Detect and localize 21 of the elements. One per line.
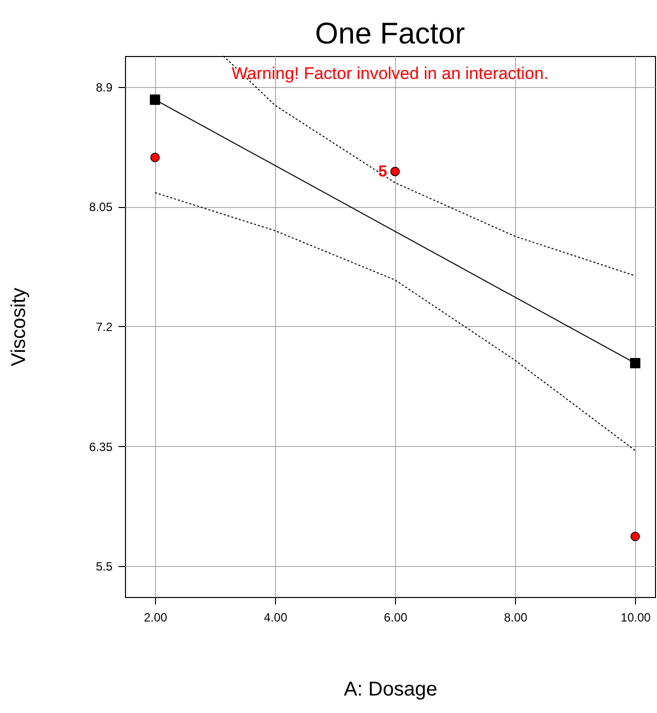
y-tick-label: 5.5 (96, 560, 113, 574)
point (150, 152, 160, 162)
x-tick-label: 10.00 (620, 610, 652, 624)
annotation: 5 (378, 164, 388, 181)
x-tick-label: 2.00 (144, 610, 168, 624)
point (390, 166, 400, 176)
y-tick-label: 8.9 (96, 80, 113, 94)
point (150, 94, 160, 105)
chart-title: One Factor (314, 18, 466, 50)
y-tick-label: 8.05 (89, 200, 113, 214)
annotation: Warning! Factor involved in an interaction. (232, 64, 548, 83)
point (630, 532, 640, 542)
y-axis-title: Viscosity (8, 288, 30, 366)
y-tick-label: 7.2 (96, 320, 113, 334)
point (630, 358, 640, 368)
x-tick-label: 6.00 (384, 610, 408, 624)
x-tick-label: 4.00 (264, 610, 288, 624)
x-tick-label: 8.00 (504, 610, 528, 624)
y-tick-label: 6.35 (89, 440, 113, 454)
line-series (154, 192, 636, 451)
x-axis-title: A: Dosage (344, 678, 438, 700)
